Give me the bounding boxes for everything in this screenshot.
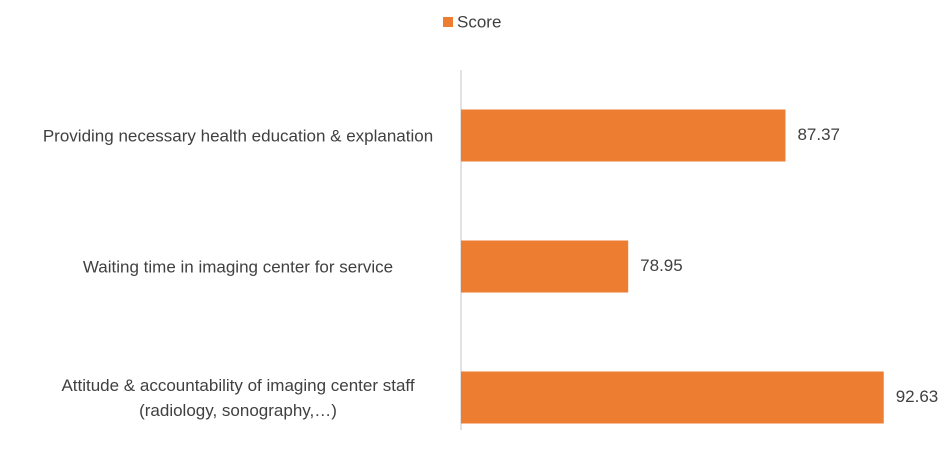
legend-swatch (443, 17, 453, 27)
category-label: Providing necessary health education & e… (42, 126, 434, 145)
legend-label: Score (457, 12, 501, 31)
bar (461, 371, 884, 424)
data-label: 78.95 (640, 256, 683, 275)
bar (461, 109, 786, 162)
data-label: 87.37 (797, 125, 840, 144)
category-label: Attitude & accountability of imaging cen… (61, 375, 415, 420)
data-label: 92.63 (896, 387, 939, 406)
category-label: Waiting time in imaging center for servi… (82, 257, 394, 276)
bar (461, 240, 629, 293)
